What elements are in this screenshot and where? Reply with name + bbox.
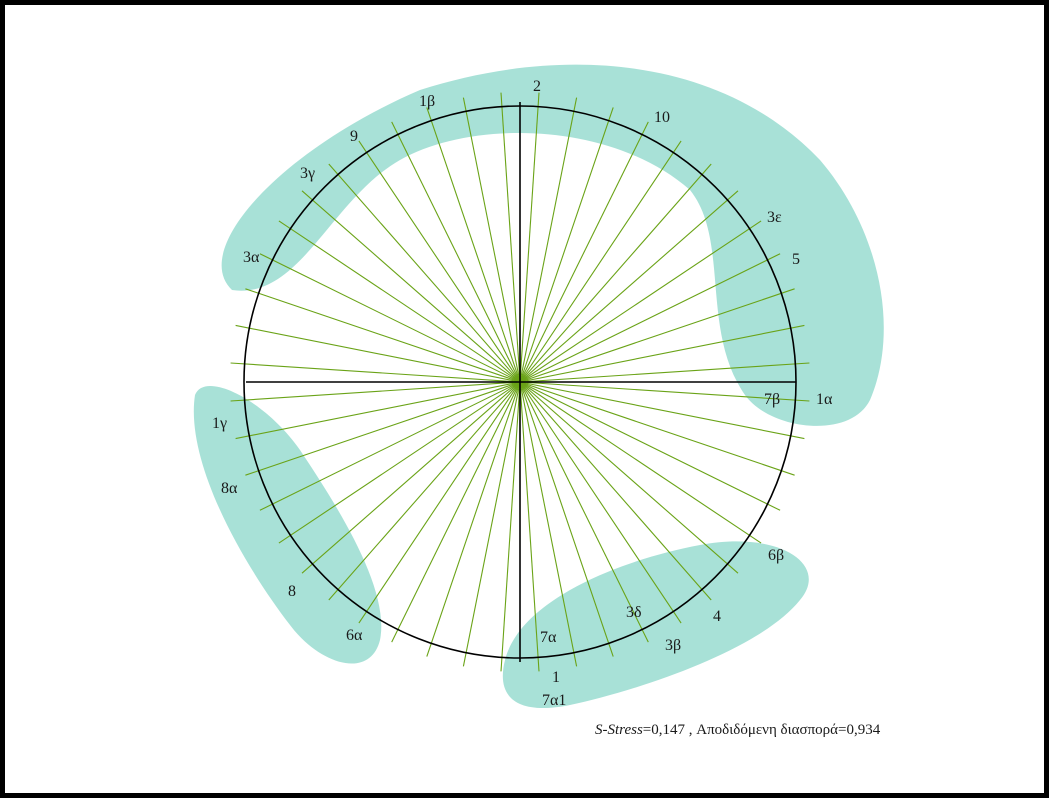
axis-lines (246, 102, 796, 662)
point-label: 9 (350, 128, 358, 145)
spoke-line (519, 381, 649, 643)
point-label: 3ε (767, 209, 782, 226)
spoke-line (519, 92, 540, 383)
point-label: 5 (792, 251, 800, 268)
spoke-line (462, 97, 521, 383)
spoke-line (245, 381, 521, 476)
spoke-line (519, 381, 795, 476)
spoke-line (235, 381, 521, 440)
spoke-line (519, 381, 540, 672)
point-label: 7α1 (542, 692, 566, 709)
spoke-line (519, 381, 781, 511)
spoke-line (328, 381, 521, 601)
spoke-line (278, 381, 521, 544)
spoke-line (235, 324, 521, 383)
spoke-lines (230, 92, 810, 672)
spoke-line (519, 163, 712, 383)
spoke-line (301, 190, 521, 383)
point-label: 3γ (300, 165, 315, 182)
spoke-line (462, 381, 521, 667)
point-label: 6α (346, 627, 363, 644)
spoke-line (500, 92, 521, 383)
point-label: 8α (221, 480, 238, 497)
spoke-line (391, 121, 521, 383)
stress-label: S-Stress (595, 722, 643, 738)
spoke-line (230, 381, 521, 402)
spoke-line (245, 288, 521, 383)
fit-statistics-caption: S-Stress=0,147 , Αποδιδόμενη διασπορά=0,… (595, 722, 881, 738)
point-label: 1α (816, 391, 833, 408)
point-label: 3δ (626, 604, 642, 621)
point-label: 3β (665, 637, 681, 654)
spoke-line (328, 163, 521, 383)
spoke-line (519, 253, 781, 383)
point-label: 1 (552, 669, 560, 686)
spoke-line (500, 381, 521, 672)
spoke-line (519, 324, 805, 383)
spoke-line (519, 381, 762, 544)
spoke-line (519, 220, 762, 383)
spoke-line (426, 107, 521, 383)
point-label: 7α (540, 629, 557, 646)
point-label: 1β (419, 93, 435, 110)
point-labels: 2 1β 9 3γ 3α 10 3ε 5 7β 1α 1γ 8α 8 6α 7α… (212, 78, 833, 709)
spoke-line (519, 362, 810, 383)
point-label: 6β (768, 547, 784, 564)
cluster-regions (193, 64, 884, 708)
spoke-line (259, 253, 521, 383)
spoke-line (519, 381, 739, 574)
point-label: 8 (288, 583, 296, 600)
cluster-bottom-ellipse (502, 541, 809, 708)
circular-mds-diagram: 2 1β 9 3γ 3α 10 3ε 5 7β 1α 1γ 8α 8 6α 7α… (193, 64, 884, 738)
spoke-line (519, 140, 682, 383)
spoke-line (519, 190, 739, 383)
spoke-line (278, 220, 521, 383)
point-label: 10 (654, 109, 670, 126)
cluster-top-arc (221, 64, 884, 426)
point-label: 1γ (212, 415, 227, 432)
spoke-line (519, 381, 810, 402)
point-label: 4 (713, 608, 721, 625)
spoke-line (391, 381, 521, 643)
point-label: 2 (533, 78, 541, 95)
spoke-line (301, 381, 521, 574)
spoke-line (259, 381, 521, 511)
spoke-line (230, 362, 521, 383)
spoke-line (519, 107, 614, 383)
spoke-line (358, 140, 521, 383)
point-label: 3α (243, 249, 260, 266)
spoke-line (519, 288, 795, 383)
spoke-line (519, 381, 682, 624)
point-label: 7β (764, 391, 780, 408)
spoke-line (426, 381, 521, 657)
spoke-line (519, 381, 614, 657)
stress-values: =0,147 , Αποδιδόμενη διασπορά=0,934 (643, 722, 881, 738)
spoke-line (519, 121, 649, 383)
spoke-line (519, 381, 805, 440)
spoke-line (519, 381, 712, 601)
spoke-line (358, 381, 521, 624)
spoke-line (519, 97, 578, 383)
spoke-line (519, 381, 578, 667)
